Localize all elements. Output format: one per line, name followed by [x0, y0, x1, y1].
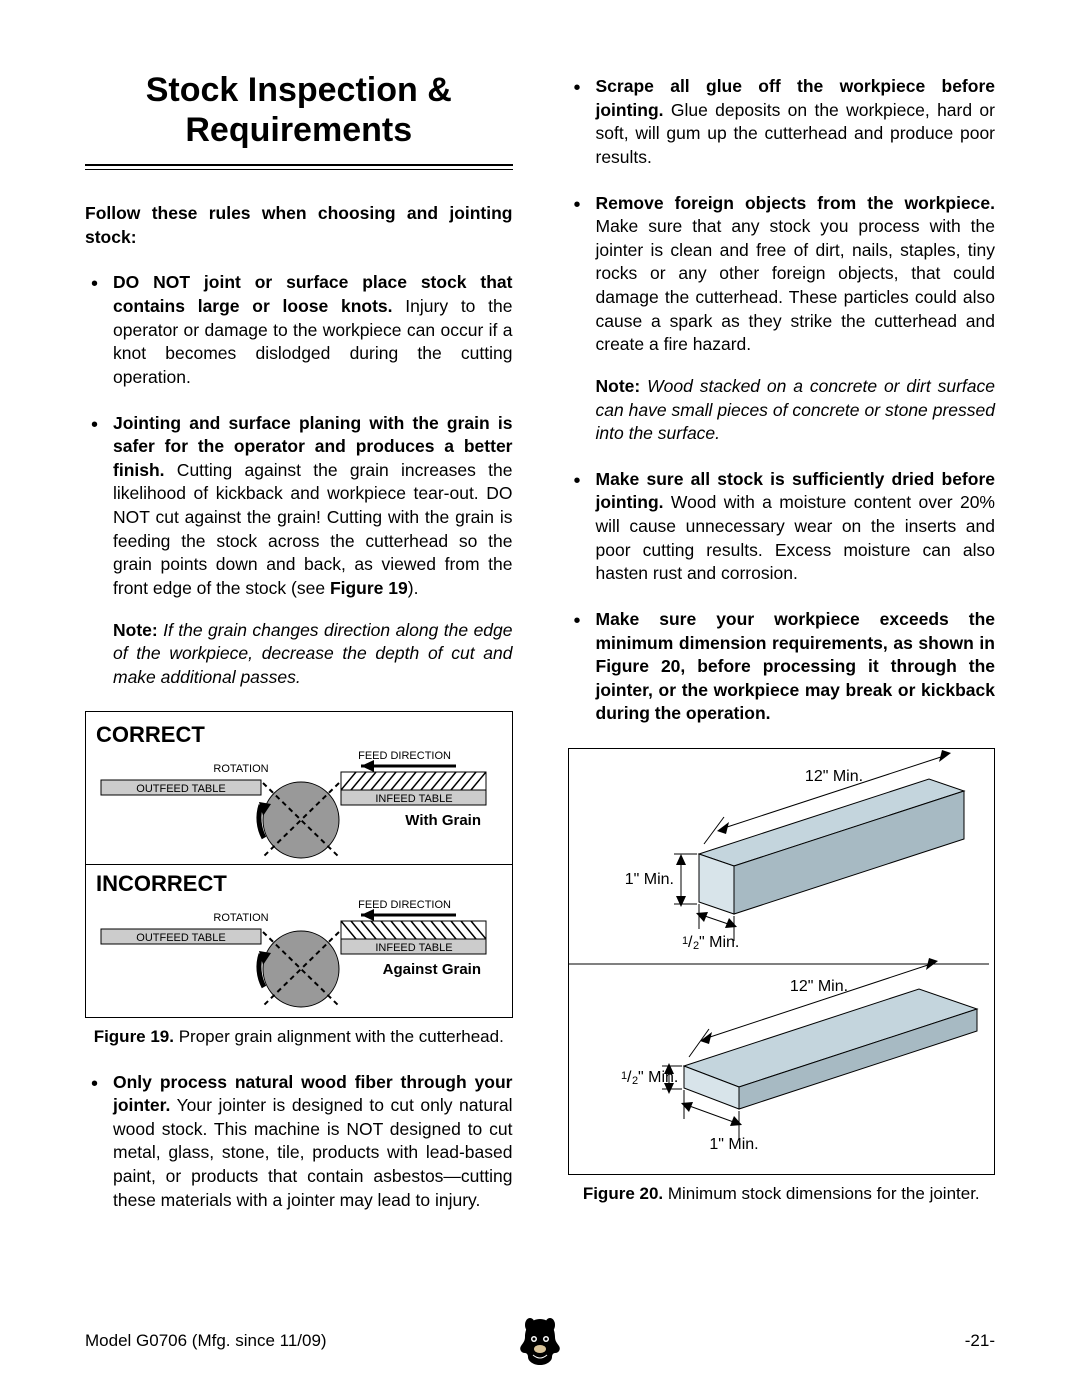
brand-logo-icon [513, 1313, 567, 1367]
svg-text:OUTFEED TABLE: OUTFEED TABLE [136, 783, 225, 795]
caption-text: Minimum stock dimensions for the jointer… [663, 1184, 980, 1203]
svg-text:FEED DIRECTION: FEED DIRECTION [358, 899, 451, 911]
bullet-after: ). [408, 578, 419, 598]
note-text: Note: If the grain changes direction alo… [85, 619, 513, 690]
bullet-item: Remove foreign objects from the workpiec… [568, 192, 996, 357]
svg-text:ROTATION: ROTATION [213, 763, 268, 775]
svg-text:With Grain: With Grain [405, 812, 481, 829]
svg-text:12" Min.: 12" Min. [789, 978, 847, 995]
caption-label: Figure 20. [583, 1184, 663, 1203]
grain-incorrect-diagram: FEED DIRECTION ROTATION OUTFEED TABLE [96, 899, 491, 1009]
incorrect-label: INCORRECT [96, 871, 502, 897]
dimensions-diagram: 12" Min. 1" Min. 1 / 2 " Min. [569, 749, 989, 1169]
svg-text:OUTFEED TABLE: OUTFEED TABLE [136, 932, 225, 944]
bullet-item: Jointing and surface planing with the gr… [85, 412, 513, 601]
svg-text:Against Grain: Against Grain [383, 961, 481, 978]
bullet-item: Scrape all glue off the workpiece before… [568, 75, 996, 170]
note-label: Note: [113, 620, 158, 640]
note-text: Note: Wood stacked on a concrete or dirt… [568, 375, 996, 446]
correct-label: CORRECT [96, 722, 502, 748]
grain-correct-diagram: FEED DIRECTION ROTATION OUTFEED TABLE [96, 750, 491, 860]
svg-text:1" Min.: 1" Min. [709, 1136, 758, 1153]
bullet-bold: Make sure your workpiece exceeds the min… [596, 609, 996, 724]
bullet-rest: Your jointer is designed to cut only nat… [113, 1095, 513, 1210]
figure-20-caption: Figure 20. Minimum stock dimensions for … [568, 1183, 996, 1205]
bullet-item: DO NOT joint or surface place stock that… [85, 271, 513, 389]
svg-text:INFEED TABLE: INFEED TABLE [375, 793, 452, 805]
svg-text:" Min.: " Min. [699, 934, 739, 951]
svg-text:1" Min.: 1" Min. [624, 871, 673, 888]
figure-19-box: CORRECT FEED DIRECTION ROTATION OUTFEED … [85, 711, 513, 1018]
svg-text:12" Min.: 12" Min. [804, 768, 862, 785]
bullet-rest: Make sure that any stock you process wit… [596, 216, 996, 354]
caption-text: Proper grain alignment with the cutterhe… [174, 1027, 504, 1046]
note-body: If the grain changes direction along the… [113, 620, 513, 687]
figure-ref: Figure 19 [330, 578, 408, 598]
footer-page: -21- [965, 1331, 995, 1351]
bullet-rest: Cutting against the grain increases the … [113, 460, 513, 598]
figure-20-box: 12" Min. 1" Min. 1 / 2 " Min. [568, 748, 996, 1175]
svg-text:FEED DIRECTION: FEED DIRECTION [358, 750, 451, 762]
footer-model: Model G0706 (Mfg. since 11/09) [85, 1331, 327, 1351]
title-line1: Stock Inspection & [146, 71, 452, 109]
bullet-item: Only process natural wood fiber through … [85, 1071, 513, 1213]
svg-text:INFEED TABLE: INFEED TABLE [375, 942, 452, 954]
figure-19-caption: Figure 19. Proper grain alignment with t… [85, 1026, 513, 1048]
note-label: Note: [596, 376, 641, 396]
note-body: Wood stacked on a concrete or dirt surfa… [596, 376, 996, 443]
title-line2: Requirements [185, 111, 412, 149]
page-title: Stock Inspection & Requirements [85, 70, 513, 150]
lead-text: Follow these rules when choosing and joi… [85, 202, 513, 249]
title-rule [85, 164, 513, 170]
bullet-bold: Remove foreign objects from the workpiec… [596, 193, 996, 213]
caption-label: Figure 19. [94, 1027, 174, 1046]
bullet-item: Make sure all stock is sufficiently drie… [568, 468, 996, 586]
svg-text:ROTATION: ROTATION [213, 912, 268, 924]
bullet-item: Make sure your workpiece exceeds the min… [568, 608, 996, 726]
